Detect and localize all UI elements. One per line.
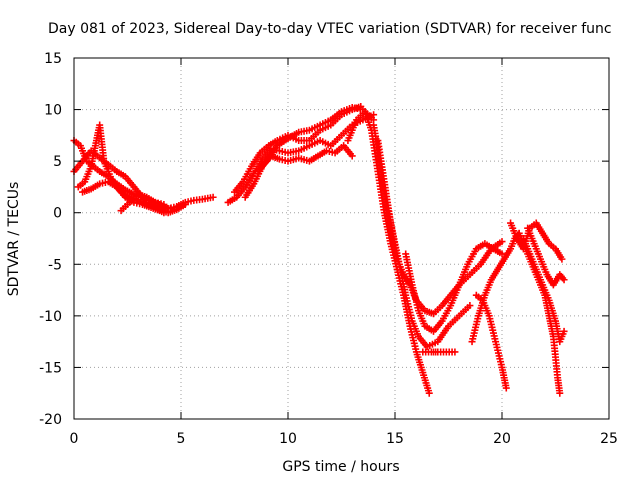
plot-frame: [73, 57, 610, 420]
y-tick-label: -10: [39, 309, 62, 325]
data-point: [502, 384, 510, 392]
data-point: [451, 348, 459, 356]
data-point: [160, 200, 168, 208]
series-track-6: [224, 111, 378, 206]
data-point: [558, 255, 566, 263]
axis-ticks: 0 5 10 15 20 25 -20 -15 -10 -5 0 5 10 15: [39, 51, 618, 447]
y-tick-label: 15: [44, 51, 62, 67]
series-track-19: [524, 224, 568, 289]
y-tick-label: 0: [53, 206, 62, 222]
x-axis-label: GPS time / hours: [282, 459, 399, 475]
chart-title: Day 081 of 2023, Sidereal Day-to-day VTE…: [48, 21, 612, 37]
y-axis-label: SDTVAR / TECUs: [6, 182, 22, 297]
y-tick-label: -20: [39, 412, 62, 428]
x-tick-label: 25: [600, 431, 618, 447]
series-track-4: [79, 178, 168, 217]
x-tick-label: 15: [386, 431, 404, 447]
data-point: [166, 205, 174, 213]
data-point: [160, 209, 168, 217]
y-tick-label: -15: [39, 360, 62, 376]
y-tick-label: -5: [48, 257, 62, 273]
x-tick-label: 5: [177, 431, 186, 447]
data-point: [498, 238, 506, 246]
series-track-20: [519, 235, 568, 346]
y-tick-label: 10: [44, 103, 62, 119]
data-point: [466, 302, 474, 310]
series-track-14: [419, 348, 459, 356]
data-point: [348, 152, 356, 160]
data-point: [560, 327, 568, 335]
x-tick-label: 10: [279, 431, 297, 447]
data-point: [181, 200, 189, 208]
data-points: [70, 102, 568, 397]
series-track-5: [117, 190, 168, 215]
x-tick-label: 20: [493, 431, 511, 447]
x-tick-label: 0: [70, 431, 79, 447]
data-point: [425, 389, 433, 397]
y-tick-label: 5: [53, 154, 62, 170]
data-point: [556, 389, 564, 397]
data-point: [560, 276, 568, 284]
data-point: [209, 193, 217, 201]
series-track-15: [472, 291, 510, 392]
